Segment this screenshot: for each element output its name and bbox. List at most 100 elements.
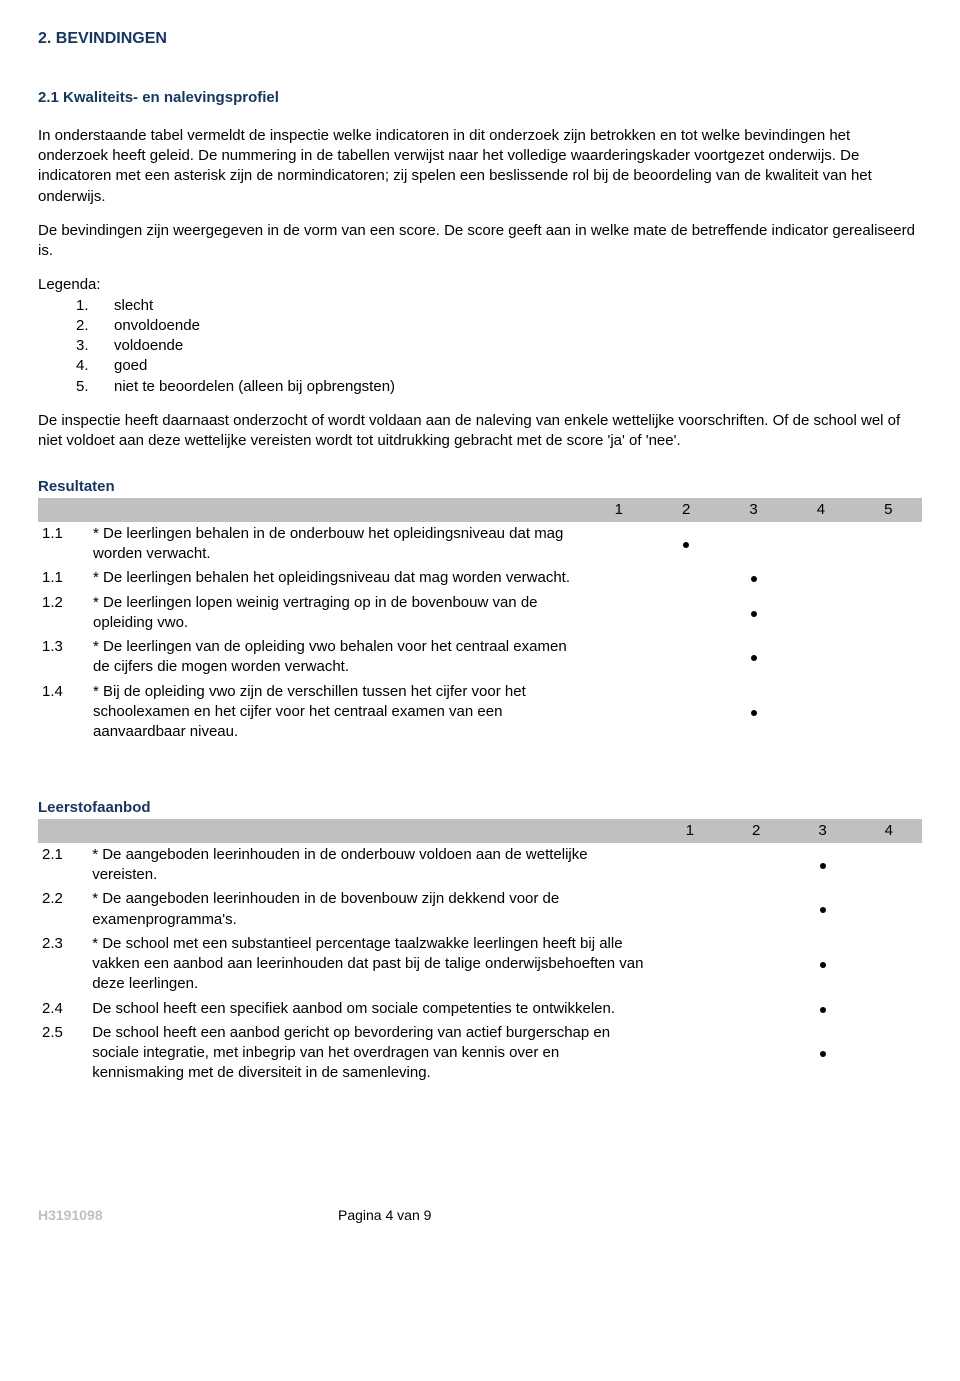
table-row: 1.1* De leerlingen behalen in de onderbo… [38, 522, 922, 567]
score-cell [855, 566, 922, 590]
score-dot-icon [820, 1051, 826, 1057]
score-cell [789, 932, 855, 997]
score-cell [657, 997, 723, 1021]
row-id: 2.1 [38, 843, 88, 888]
score-cell [652, 635, 719, 680]
score-cell [789, 997, 855, 1021]
score-cell [856, 843, 922, 888]
table-row: 1.1* De leerlingen behalen het opleiding… [38, 566, 922, 590]
legend-item: 5.niet te beoordelen (alleen bij opbreng… [38, 377, 922, 397]
legend: Legenda: 1.slecht2.onvoldoende3.voldoend… [38, 275, 922, 397]
score-dot-icon [820, 1007, 826, 1013]
table-row: 1.4* Bij de opleiding vwo zijn de versch… [38, 680, 922, 745]
row-id: 1.2 [38, 591, 89, 636]
score-cell [652, 566, 719, 590]
table-resultaten: 123451.1* De leerlingen behalen in de on… [38, 498, 922, 745]
score-dot-icon [751, 611, 757, 617]
row-text: * De school met een substantieel percent… [88, 932, 657, 997]
score-cell [720, 522, 787, 567]
legend-item-number: 5. [38, 377, 114, 397]
score-cell [723, 887, 789, 932]
row-text: De school heeft een aanbod gericht op be… [88, 1021, 657, 1086]
score-cell [787, 591, 854, 636]
score-cell [856, 997, 922, 1021]
table-row: 2.5De school heeft een aanbod gericht op… [38, 1021, 922, 1086]
legend-item-text: voldoende [114, 336, 922, 356]
row-text: * De leerlingen behalen in de onderbouw … [89, 522, 585, 567]
score-cell [723, 843, 789, 888]
score-cell [585, 522, 652, 567]
score-dot-icon [820, 962, 826, 968]
footer-doc-id: H3191098 [38, 1206, 338, 1225]
score-cell [855, 591, 922, 636]
row-id: 2.2 [38, 887, 88, 932]
legend-item-number: 3. [38, 336, 114, 356]
score-cell [657, 932, 723, 997]
legend-item-text: onvoldoende [114, 316, 922, 336]
score-cell [723, 1021, 789, 1086]
footer-page-number: Pagina 4 van 9 [338, 1206, 431, 1225]
legend-item-text: niet te beoordelen (alleen bij opbrengst… [114, 377, 922, 397]
legend-item: 2.onvoldoende [38, 316, 922, 336]
row-text: * De leerlingen van de opleiding vwo beh… [89, 635, 585, 680]
legend-item-number: 4. [38, 356, 114, 376]
score-cell [585, 566, 652, 590]
row-id: 1.1 [38, 566, 89, 590]
score-cell [657, 887, 723, 932]
score-cell [720, 566, 787, 590]
row-id: 2.3 [38, 932, 88, 997]
score-cell [720, 680, 787, 745]
score-dot-icon [820, 907, 826, 913]
score-cell [657, 843, 723, 888]
legend-item: 3.voldoende [38, 336, 922, 356]
table-row: 2.3* De school met een substantieel perc… [38, 932, 922, 997]
legend-item-text: slecht [114, 296, 922, 316]
column-header: 2 [723, 819, 789, 843]
column-header: 1 [657, 819, 723, 843]
column-header: 4 [856, 819, 922, 843]
heading-sub: 2.1 Kwaliteits- en nalevingsprofiel [38, 88, 922, 108]
row-id: 1.3 [38, 635, 89, 680]
row-text: * De aangeboden leerinhouden in de boven… [88, 887, 657, 932]
score-cell [787, 680, 854, 745]
row-id: 2.4 [38, 997, 88, 1021]
score-dot-icon [683, 542, 689, 548]
score-cell [856, 887, 922, 932]
score-cell [723, 997, 789, 1021]
score-cell [652, 591, 719, 636]
table2-title: Leerstofaanbod [38, 798, 922, 818]
score-dot-icon [751, 655, 757, 661]
legend-item-number: 2. [38, 316, 114, 336]
legend-item: 4.goed [38, 356, 922, 376]
column-header: 4 [787, 498, 854, 522]
column-header: 3 [720, 498, 787, 522]
score-cell [855, 522, 922, 567]
table-row: 1.2* De leerlingen lopen weinig vertragi… [38, 591, 922, 636]
score-cell [787, 635, 854, 680]
score-cell [789, 1021, 855, 1086]
table-row: 2.2* De aangeboden leerinhouden in de bo… [38, 887, 922, 932]
score-cell [652, 522, 719, 567]
score-cell [720, 591, 787, 636]
intro-paragraph-3: De inspectie heeft daarnaast onderzocht … [38, 411, 922, 452]
score-cell [657, 1021, 723, 1086]
legend-label: Legenda: [38, 275, 922, 295]
row-text: * Bij de opleiding vwo zijn de verschill… [89, 680, 585, 745]
legend-item: 1.slecht [38, 296, 922, 316]
score-cell [787, 522, 854, 567]
score-cell [652, 680, 719, 745]
column-header: 2 [652, 498, 719, 522]
column-header: 1 [585, 498, 652, 522]
score-cell [789, 887, 855, 932]
score-cell [856, 1021, 922, 1086]
score-cell [787, 566, 854, 590]
table-leerstofaanbod: 12342.1* De aangeboden leerinhouden in d… [38, 819, 922, 1086]
intro-paragraph-1: In onderstaande tabel vermeldt de inspec… [38, 126, 922, 207]
row-text: * De leerlingen lopen weinig vertraging … [89, 591, 585, 636]
row-text: * De aangeboden leerinhouden in de onder… [88, 843, 657, 888]
table-row: 2.1* De aangeboden leerinhouden in de on… [38, 843, 922, 888]
table-row: 1.3* De leerlingen van de opleiding vwo … [38, 635, 922, 680]
score-cell [585, 680, 652, 745]
score-cell [585, 591, 652, 636]
score-cell [855, 680, 922, 745]
